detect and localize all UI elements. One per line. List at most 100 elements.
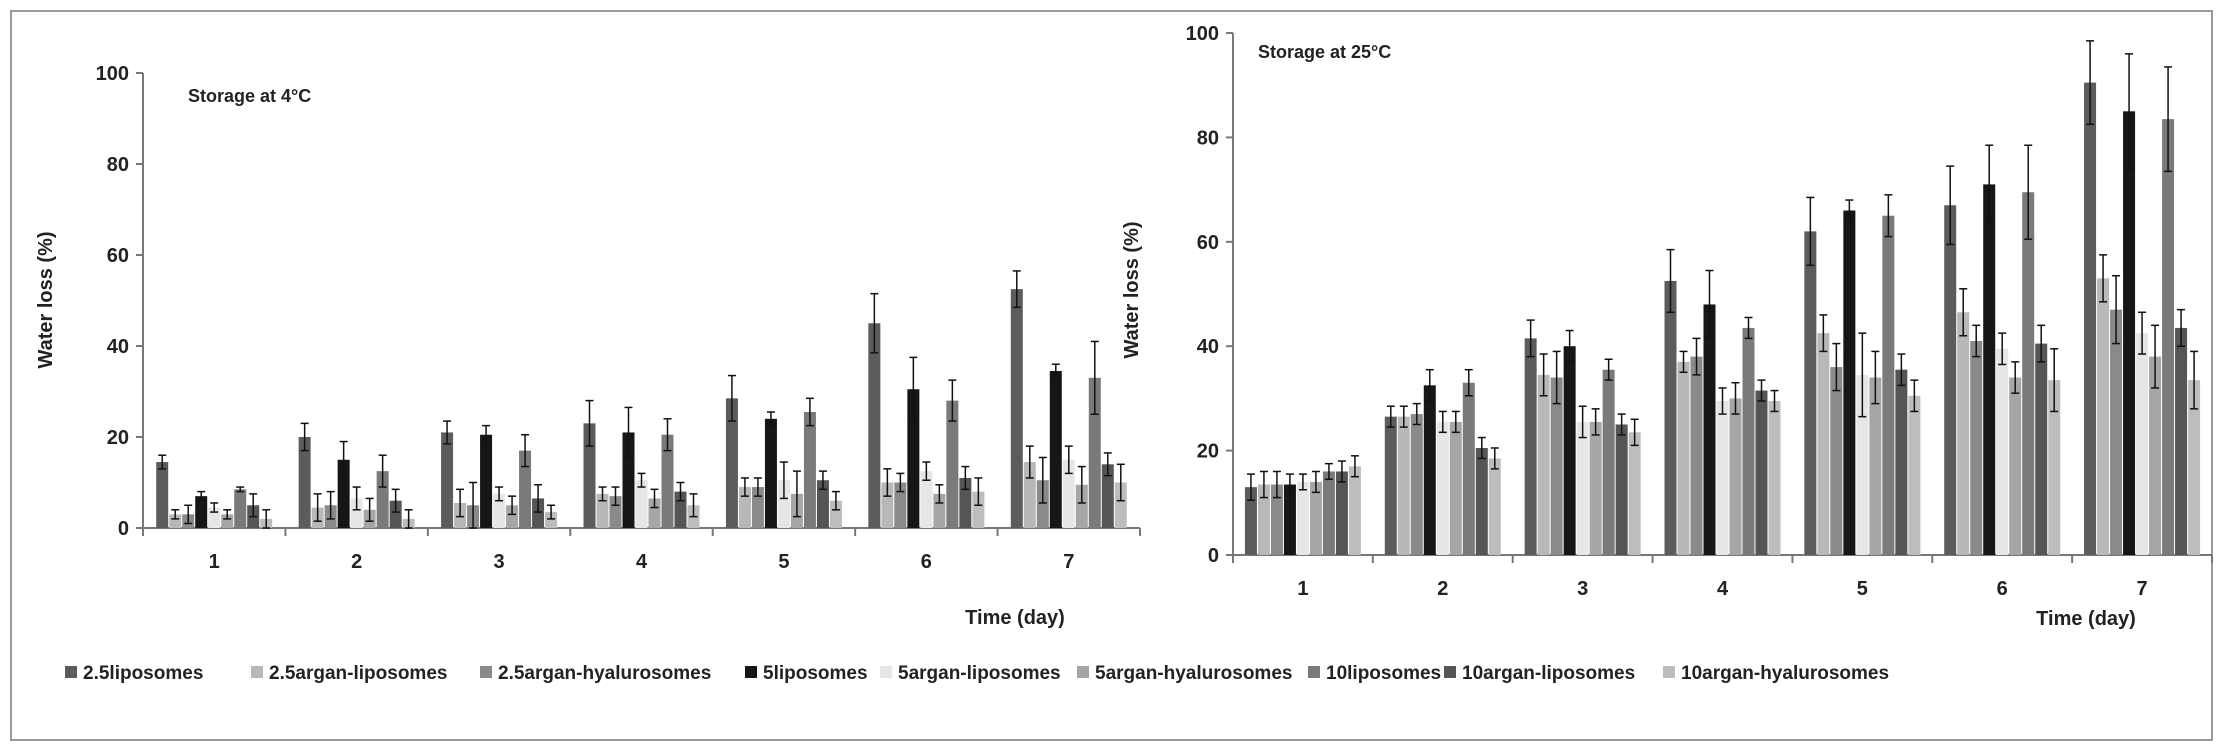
x-tick-label: 1: [209, 551, 220, 573]
x-tick-label: 7: [2137, 578, 2148, 600]
bar-5argan-liposomes-day-7: [2136, 333, 2149, 555]
bar-10liposomes-day-1: [1322, 471, 1335, 555]
x-tick-label: 3: [494, 551, 505, 573]
bar-5liposomes-day-7: [2123, 111, 2136, 556]
bar-5liposomes-day-7: [1049, 371, 1062, 528]
x-tick-label: 6: [1997, 578, 2008, 600]
bar-5argan-liposomes-day-1: [1296, 481, 1309, 555]
bar-10argan-hyalurosomes-day-2: [1488, 458, 1501, 555]
bar-2.5argan-liposomes-day-4: [596, 493, 609, 528]
bar-5argan-hyalurosomes-day-3: [506, 505, 519, 528]
bar-10argan-hyalurosomes-day-7: [2188, 380, 2201, 555]
bar-5liposomes-day-6: [1983, 184, 1996, 555]
bar-2.5liposomes-day-3: [1524, 338, 1537, 555]
x-tick-label: 4: [636, 551, 648, 573]
bar-10argan-liposomes-day-3: [1615, 424, 1628, 555]
x-tick-label: 4: [1717, 578, 1729, 600]
bar-10liposomes-day-6: [946, 400, 959, 528]
legend-label: 10argan-hyalurosomes: [1681, 663, 1889, 684]
bar-5argan-liposomes-day-6: [920, 471, 933, 528]
bar-5liposomes-day-6: [907, 389, 920, 528]
bar-2.5liposomes-day-4: [1664, 280, 1677, 555]
bar-2.5argan-hyalurosomes-day-4: [1690, 356, 1703, 555]
bar-5argan-liposomes-day-5: [1856, 374, 1869, 555]
bar-2.5liposomes-day-6: [1944, 205, 1957, 555]
bar-5argan-hyalurosomes-day-1: [221, 514, 234, 528]
bar-2.5liposomes-day-5: [1804, 231, 1817, 556]
x-tick-label: 7: [1063, 551, 1074, 573]
bar-2.5argan-hyalurosomes-day-6: [894, 482, 907, 528]
legend-label: 10argan-liposomes: [1462, 663, 1635, 684]
bar-2.5argan-hyalurosomes-day-6: [1970, 340, 1983, 555]
legend-swatch: [65, 666, 77, 678]
legend-label: 2.5argan-liposomes: [269, 663, 447, 684]
bar-5liposomes-day-5: [1843, 210, 1856, 556]
legend: 2.5liposomes 2.5argan-liposomes 2.5argan-h…: [65, 663, 1889, 684]
bar-10argan-hyalurosomes-day-6: [2048, 380, 2061, 555]
y-tick-label: 60: [1197, 232, 1219, 254]
legend-item: 5argan-hyalurosomes: [1077, 663, 1292, 684]
bar-5argan-liposomes-day-3: [1576, 421, 1589, 555]
bar-10liposomes-day-2: [376, 471, 389, 528]
legend-item: 10argan-hyalurosomes: [1663, 663, 1889, 684]
bar-2.5argan-liposomes-day-7: [1023, 462, 1036, 528]
bar-2.5liposomes-day-6: [868, 323, 881, 528]
legend-item: 5liposomes: [745, 663, 868, 684]
bar-5argan-hyalurosomes-day-2: [1449, 421, 1462, 555]
legend-swatch: [1308, 666, 1320, 678]
bar-10argan-liposomes-day-3: [532, 498, 545, 528]
bar-2.5liposomes-day-1: [1244, 487, 1257, 555]
bar-5liposomes-day-3: [480, 434, 493, 528]
bar-10liposomes-day-5: [803, 411, 816, 528]
panel-title: Storage at 25°C: [1258, 42, 1391, 62]
legend-item: 5argan-liposomes: [880, 663, 1061, 684]
bar-5liposomes-day-5: [764, 418, 777, 528]
legend-label: 5liposomes: [763, 663, 868, 684]
bar-10argan-hyalurosomes-day-7: [1114, 482, 1127, 528]
bar-10argan-liposomes-day-6: [959, 477, 972, 528]
bar-10argan-liposomes-day-5: [816, 480, 829, 528]
legend-swatch: [1077, 666, 1089, 678]
bar-5argan-hyalurosomes-day-6: [2009, 377, 2022, 555]
panel-title: Storage at 4°C: [188, 86, 311, 106]
x-axis-label: Time (day): [965, 607, 1065, 629]
bar-5argan-hyalurosomes-day-1: [1309, 481, 1322, 555]
bar-5argan-liposomes-day-5: [777, 480, 790, 528]
legend-label: 2.5liposomes: [83, 663, 203, 684]
y-tick-label: 100: [96, 63, 129, 85]
legend-swatch: [1444, 666, 1456, 678]
bar-5argan-liposomes-day-7: [1062, 459, 1075, 528]
x-tick-label: 2: [1437, 578, 1448, 600]
legend-swatch: [251, 666, 263, 678]
bar-10argan-hyalurosomes-day-3: [545, 512, 558, 528]
y-tick-label: 20: [1197, 441, 1219, 463]
bar-10liposomes-day-2: [1462, 382, 1475, 555]
bar-5liposomes-day-1: [195, 496, 208, 528]
bar-5liposomes-day-3: [1563, 346, 1576, 555]
bar-2.5liposomes-day-3: [441, 432, 454, 528]
bar-10argan-liposomes-day-1: [1335, 471, 1348, 555]
bar-2.5argan-liposomes-day-5: [1817, 333, 1830, 555]
y-tick-label: 0: [1208, 545, 1219, 567]
x-axis-label: Time (day): [2036, 608, 2136, 630]
bar-2.5argan-liposomes-day-3: [1537, 374, 1550, 555]
y-tick-label: 40: [107, 336, 129, 358]
bar-2.5argan-liposomes-day-4: [1677, 361, 1690, 555]
bar-10argan-liposomes-day-5: [1895, 369, 1908, 555]
bar-2.5argan-liposomes-day-6: [881, 482, 894, 528]
legend-swatch: [745, 666, 757, 678]
bar-2.5liposomes-day-7: [1010, 289, 1023, 528]
y-tick-label: 0: [118, 518, 129, 540]
bar-5argan-liposomes-day-4: [1716, 401, 1729, 555]
bar-2.5argan-hyalurosomes-day-5: [751, 487, 764, 528]
bar-5argan-liposomes-day-2: [350, 498, 363, 528]
bar-2.5argan-hyalurosomes-day-3: [1550, 377, 1563, 555]
bar-10argan-hyalurosomes-day-6: [972, 491, 985, 528]
legend-item: 10liposomes: [1308, 663, 1441, 684]
bar-10argan-hyalurosomes-day-4: [1768, 401, 1781, 555]
bar-2.5liposomes-day-7: [2084, 82, 2097, 555]
bar-5argan-hyalurosomes-day-5: [1869, 377, 1882, 555]
bar-10liposomes-day-4: [661, 434, 674, 528]
bar-5liposomes-day-4: [622, 432, 635, 528]
legend-swatch: [480, 666, 492, 678]
